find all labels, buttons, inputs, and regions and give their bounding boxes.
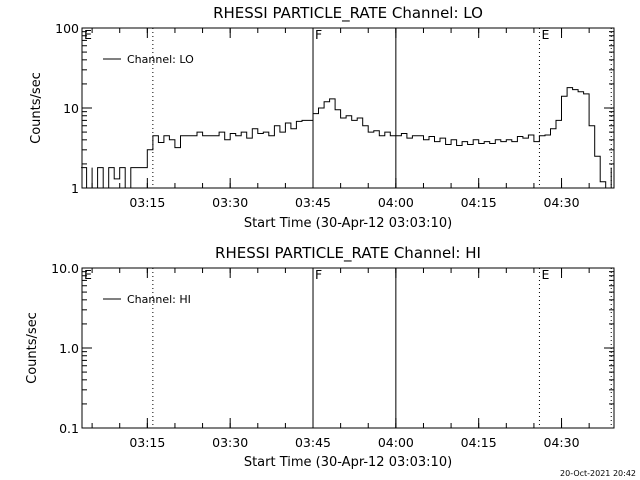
chart1-x-tick-label: 03:45 (295, 195, 331, 210)
chart1-plot-frame (81, 27, 615, 189)
chart1-annotation-label: E (541, 27, 549, 42)
chart1-x-axis-label: Start Time (30-Apr-12 03:03:10) (244, 216, 452, 231)
chart1-y-tick-label: 10 (63, 101, 79, 116)
chart2-y-tick-label: 10.0 (51, 261, 79, 276)
chart2-x-tick-label: 04:00 (378, 435, 414, 450)
chart2-annotation-label: E (84, 267, 92, 282)
chart1-y-axis-label: Counts/sec (29, 72, 44, 144)
chart2-y-tick-label: 0.1 (59, 421, 79, 436)
chart2-plot-frame (81, 267, 615, 429)
chart2-annotation-label: E (541, 267, 549, 282)
chart2-annotation-label: F (315, 267, 322, 282)
chart1-annotation-label: F (315, 27, 322, 42)
chart1-x-tick-label: 04:15 (461, 195, 497, 210)
chart2-x-tick-label: 04:15 (461, 435, 497, 450)
timestamp: 20-Oct-2021 20:42 (560, 469, 636, 478)
chart1-x-tick-label: 04:00 (378, 195, 414, 210)
chart2-legend-label: Channel: HI (127, 293, 191, 306)
chart2-x-tick-label: 03:30 (212, 435, 248, 450)
chart1-annotation-label: E (84, 27, 92, 42)
chart2-x-tick-label: 03:15 (129, 435, 165, 450)
chart1-title: RHESSI PARTICLE_RATE Channel: LO (213, 4, 483, 23)
chart1-x-tick-label: 04:30 (544, 195, 580, 210)
chart2-x-axis-label: Start Time (30-Apr-12 03:03:10) (244, 455, 452, 470)
chart1-series-line (81, 87, 612, 189)
chart1-x-tick-label: 03:30 (212, 195, 248, 210)
chart1-legend-label: Channel: LO (127, 53, 194, 66)
chart1-y-tick-label: 100 (55, 21, 79, 36)
chart1-x-tick-label: 03:15 (129, 195, 165, 210)
chart2-x-tick-label: 03:45 (295, 435, 331, 450)
chart2-y-axis-label: Counts/sec (25, 312, 40, 384)
chart2-x-tick-label: 04:30 (544, 435, 580, 450)
chart1-y-tick-label: 1 (71, 181, 79, 196)
chart2-y-tick-label: 1.0 (59, 341, 79, 356)
chart2-title: RHESSI PARTICLE_RATE Channel: HI (215, 244, 481, 263)
